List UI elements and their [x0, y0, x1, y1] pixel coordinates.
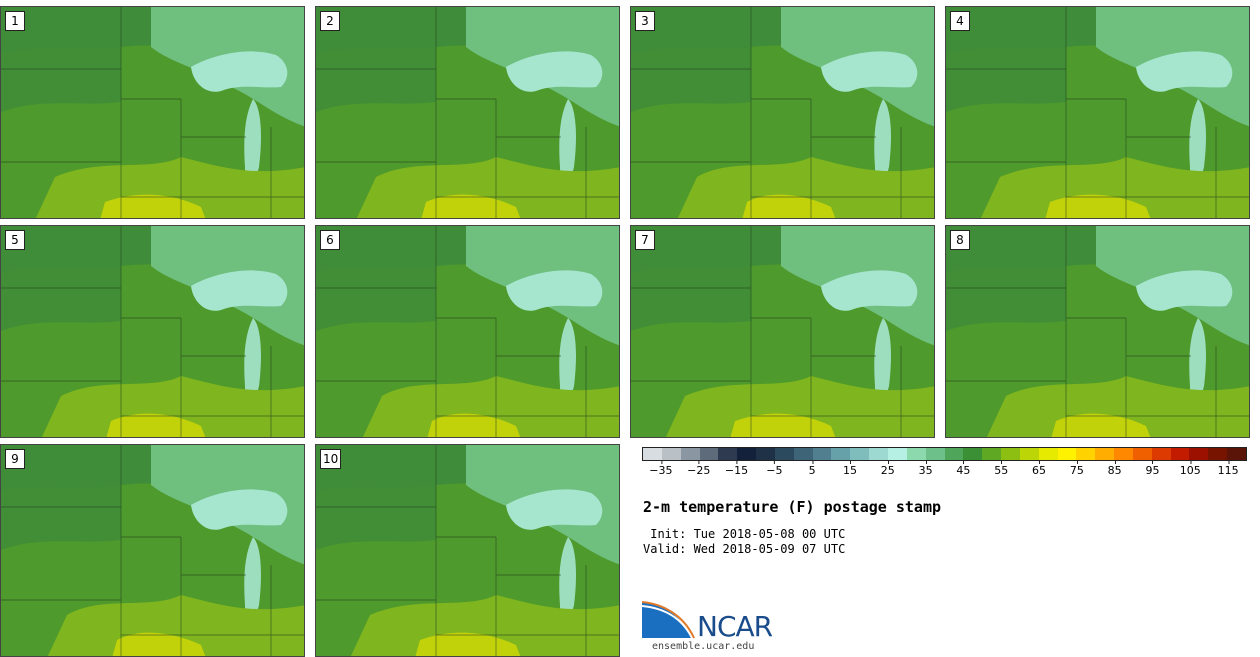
panel-number-label: 8	[950, 230, 970, 250]
colorbar-swatch	[812, 448, 832, 460]
map-panel: 5	[0, 225, 305, 438]
map-image	[316, 7, 619, 218]
map-image	[1, 226, 304, 437]
map-image	[316, 445, 619, 656]
colorbar-tick: 25	[880, 461, 895, 477]
colorbar-swatch	[887, 448, 907, 460]
colorbar-swatch	[737, 448, 757, 460]
colorbar-swatch	[1208, 448, 1228, 460]
colorbar-swatch	[850, 448, 870, 460]
colorbar-swatch	[925, 448, 945, 460]
panel-number-label: 10	[320, 449, 342, 469]
map-panel: 8	[945, 225, 1250, 438]
colorbar-tick: 55	[994, 461, 1009, 477]
map-image	[631, 226, 934, 437]
init-time: Init: Tue 2018-05-08 00 UTC	[643, 527, 846, 541]
colorbar-swatch	[831, 448, 851, 460]
colorbar-swatch	[1038, 448, 1058, 460]
colorbar-swatch	[699, 448, 719, 460]
colorbar-tick: 5	[808, 461, 816, 477]
colorbar-tick: 15	[842, 461, 857, 477]
colorbar-swatch	[963, 448, 983, 460]
map-image	[1, 445, 304, 656]
map-panel: 10	[315, 444, 620, 657]
panel-number-label: 7	[635, 230, 655, 250]
map-panel: 6	[315, 225, 620, 438]
colorbar-swatch	[756, 448, 775, 460]
colorbar-tick: 85	[1107, 461, 1122, 477]
colorbar-swatch	[1076, 448, 1096, 460]
colorbar-tick: −5	[766, 461, 783, 477]
map-panel: 2	[315, 6, 620, 219]
colorbar-tick: 65	[1032, 461, 1047, 477]
panel-number-label: 1	[5, 11, 25, 31]
colorbar-swatch	[718, 448, 738, 460]
colorbar-swatch	[643, 448, 662, 460]
colorbar-swatch	[1170, 448, 1190, 460]
map-panel: 7	[630, 225, 935, 438]
panel-number-label: 9	[5, 449, 25, 469]
colorbar-tick: 105	[1179, 461, 1201, 477]
colorbar-swatch	[1114, 448, 1133, 460]
colorbar-swatch	[1057, 448, 1077, 460]
colorbar-swatch	[906, 448, 926, 460]
colorbar-tick: 45	[956, 461, 971, 477]
colorbar-swatch	[680, 448, 700, 460]
valid-time: Valid: Wed 2018-05-09 07 UTC	[643, 542, 846, 556]
colorbar-swatch	[1132, 448, 1152, 460]
panel-number-label: 3	[635, 11, 655, 31]
panel-number-label: 5	[5, 230, 25, 250]
map-panel: 3	[630, 6, 935, 219]
colorbar-swatch	[661, 448, 681, 460]
colorbar-swatch	[869, 448, 888, 460]
colorbar-tick: 115	[1217, 461, 1239, 477]
colorbar-swatch	[1189, 448, 1209, 460]
colorbar-swatch	[1001, 448, 1020, 460]
map-panel: 4	[945, 6, 1250, 219]
panel-number-label: 2	[320, 11, 340, 31]
colorbar-tick: −15	[724, 461, 749, 477]
colorbar-swatch	[793, 448, 813, 460]
panel-number-label: 6	[320, 230, 340, 250]
logo-name: NCAR	[697, 610, 773, 643]
map-image	[946, 226, 1249, 437]
temperature-colorbar	[642, 447, 1247, 461]
colorbar-tick: 75	[1069, 461, 1084, 477]
colorbar-tick: −35	[649, 461, 673, 477]
map-image	[1, 7, 304, 218]
map-image	[946, 7, 1249, 218]
colorbar-swatch	[1095, 448, 1115, 460]
logo-url: ensemble.ucar.edu	[652, 641, 755, 652]
colorbar-swatch	[982, 448, 1002, 460]
colorbar-tick: 35	[918, 461, 933, 477]
plot-title: 2-m temperature (F) postage stamp	[643, 498, 942, 516]
colorbar-swatch	[944, 448, 964, 460]
colorbar-tick: 95	[1145, 461, 1160, 477]
colorbar-tick-labels: −35 −25 −15 −5 5 15 25 35 45 55 65 75 85 95 105 115	[642, 461, 1247, 482]
map-image	[631, 7, 934, 218]
colorbar-swatch	[1019, 448, 1039, 460]
colorbar-swatch	[1151, 448, 1171, 460]
map-panel: 1	[0, 6, 305, 219]
colorbar-tick: −25	[687, 461, 711, 477]
map-panel: 9	[0, 444, 305, 657]
colorbar-swatch	[1227, 448, 1246, 460]
colorbar-swatch	[774, 448, 794, 460]
map-image	[316, 226, 619, 437]
panel-number-label: 4	[950, 11, 970, 31]
ncar-logo-icon	[642, 601, 695, 639]
